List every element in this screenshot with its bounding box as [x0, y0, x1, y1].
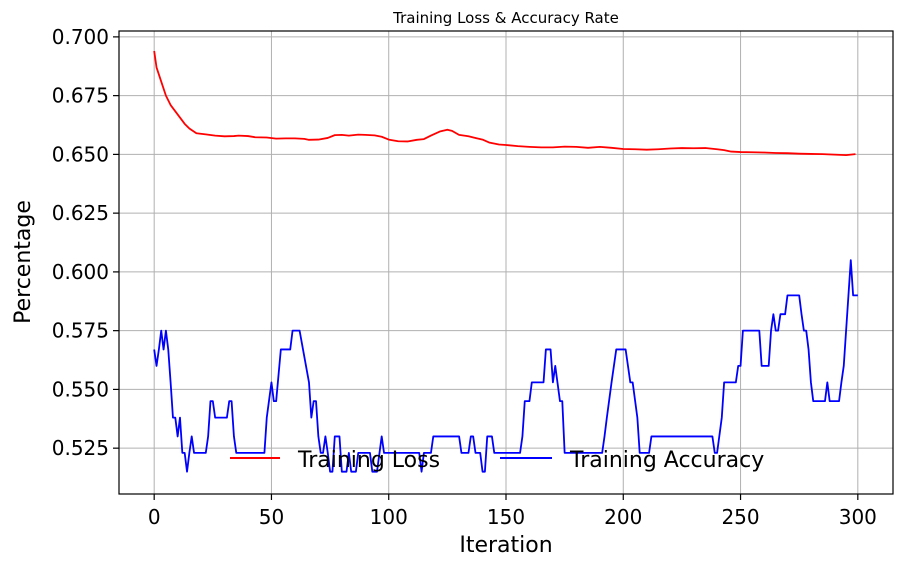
grid-lines — [119, 31, 893, 494]
x-tick-label: 100 — [370, 505, 408, 529]
legend: Training Loss Training Accuracy — [230, 448, 764, 473]
legend-label-training-accuracy: Training Accuracy — [569, 448, 764, 473]
y-tick-label: 0.525 — [52, 436, 109, 460]
x-tick-label: 150 — [487, 505, 525, 529]
x-tick-label: 250 — [721, 505, 759, 529]
x-tick-label: 200 — [604, 505, 642, 529]
y-tick-label: 0.550 — [52, 377, 109, 401]
series-lines — [153, 50, 858, 473]
ticks: 0 50 100 150 200 250 300 0.525 0.550 0.575 0.600 0.… — [52, 25, 877, 529]
y-tick-label: 0.650 — [52, 142, 109, 166]
x-tick-label: 0 — [148, 505, 161, 529]
y-tick-label: 0.700 — [52, 25, 109, 49]
x-tick-label: 50 — [259, 505, 284, 529]
x-tick-label: 300 — [839, 505, 877, 529]
chart-title: Training Loss & Accuracy Rate — [392, 9, 619, 27]
y-tick-label: 0.675 — [52, 84, 109, 108]
y-tick-label: 0.575 — [52, 319, 109, 343]
y-tick-label: 0.600 — [52, 260, 109, 284]
x-axis-label: Iteration — [459, 533, 552, 558]
y-axis-label: Percentage — [11, 200, 36, 324]
y-tick-label: 0.625 — [52, 201, 109, 225]
series-line-training-accuracy — [153, 259, 858, 473]
series-line-training-loss — [153, 50, 856, 156]
legend-label-training-loss: Training Loss — [297, 448, 440, 473]
